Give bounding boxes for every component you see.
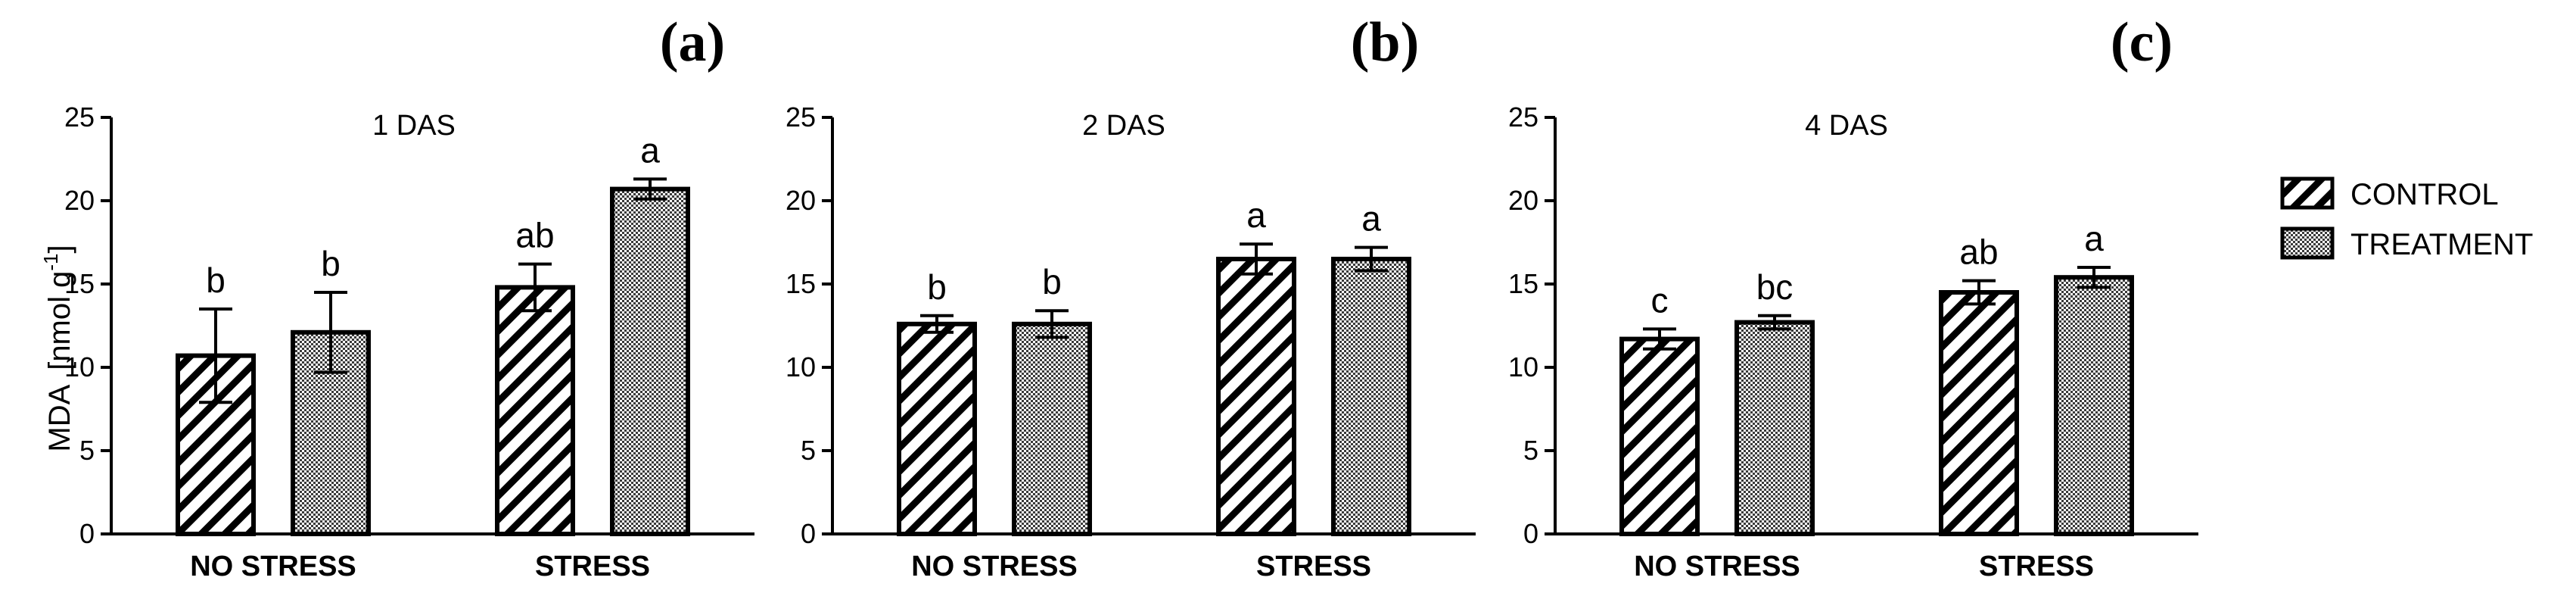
y-tick-label: 20 — [64, 185, 95, 216]
y-tick-label: 25 — [786, 101, 816, 133]
x-category-label-no-stress: NO STRESS — [911, 551, 1078, 582]
significance-letter: b — [321, 244, 341, 283]
significance-letter: a — [2084, 219, 2104, 258]
x-category-label-no-stress: NO STRESS — [190, 551, 356, 582]
y-tick-label: 5 — [801, 435, 816, 466]
significance-letter: ab — [1959, 233, 1998, 272]
significance-letter: a — [640, 130, 660, 170]
bar-control-no-stress — [1619, 336, 1700, 536]
x-category-label-stress: STRESS — [535, 551, 650, 582]
bar-treatment-stress — [1331, 257, 1411, 536]
panel-label: (b) — [1351, 11, 1419, 73]
significance-letter: a — [1361, 199, 1381, 239]
y-tick-label: 20 — [1508, 185, 1538, 216]
y-tick-label: 10 — [64, 351, 95, 382]
significance-letter: bc — [1756, 267, 1794, 307]
panel-title: 2 DAS — [1082, 110, 1165, 142]
y-tick-label: 25 — [1508, 101, 1538, 133]
x-category-label-no-stress: NO STRESS — [1634, 551, 1800, 582]
panel-label: (a) — [660, 11, 725, 73]
bar-treatment-stress — [610, 186, 690, 536]
y-tick-label: 15 — [64, 268, 95, 299]
y-tick-label: 0 — [1523, 518, 1538, 549]
y-tick-label: 10 — [786, 351, 816, 382]
significance-letter: c — [1651, 280, 1669, 320]
legend-swatch-treatment — [2280, 226, 2335, 260]
significance-letter: ab — [515, 216, 554, 255]
y-tick-label: 10 — [1508, 351, 1538, 382]
y-tick-label: 25 — [64, 101, 95, 133]
bar-control-no-stress — [897, 321, 977, 536]
legend: CONTROL TREATMENT — [2280, 176, 2533, 261]
x-category-label-stress: STRESS — [1979, 551, 2094, 582]
panel-title: 1 DAS — [372, 110, 456, 142]
y-tick-label: 5 — [79, 435, 95, 466]
bar-control-stress — [495, 285, 575, 536]
significance-letter: b — [927, 267, 947, 307]
y-tick-label: 0 — [801, 518, 816, 549]
bar-control-stress — [1939, 290, 2019, 536]
significance-letter: b — [1042, 262, 1062, 301]
y-tick-label: 5 — [1523, 435, 1538, 466]
bar-control-stress — [1216, 257, 1296, 536]
significance-letter: b — [206, 261, 226, 300]
y-tick-label: 15 — [786, 268, 816, 299]
y-tick-label: 20 — [786, 185, 816, 216]
panel-label: (c) — [2111, 11, 2173, 73]
legend-label-control: CONTROL — [2350, 178, 2499, 211]
panel-1: 0 5 10 15 20 25 NO STRESS STRESS 1 DAS (a) — [64, 11, 754, 582]
bar-treatment-no-stress — [1734, 320, 1815, 536]
y-tick-label: 15 — [1508, 268, 1538, 299]
legend-label-treatment: TREATMENT — [2350, 228, 2533, 261]
y-tick-label: 0 — [79, 518, 95, 549]
bar-treatment-stress — [2054, 275, 2134, 536]
y-axis-label: MDA [nmol g-1] — [39, 245, 76, 451]
panel-title: 4 DAS — [1805, 110, 1888, 142]
legend-swatch-control — [2280, 176, 2335, 210]
x-category-label-stress: STRESS — [1256, 551, 1371, 582]
significance-letter: a — [1246, 195, 1266, 235]
bar-treatment-no-stress — [1012, 321, 1092, 536]
